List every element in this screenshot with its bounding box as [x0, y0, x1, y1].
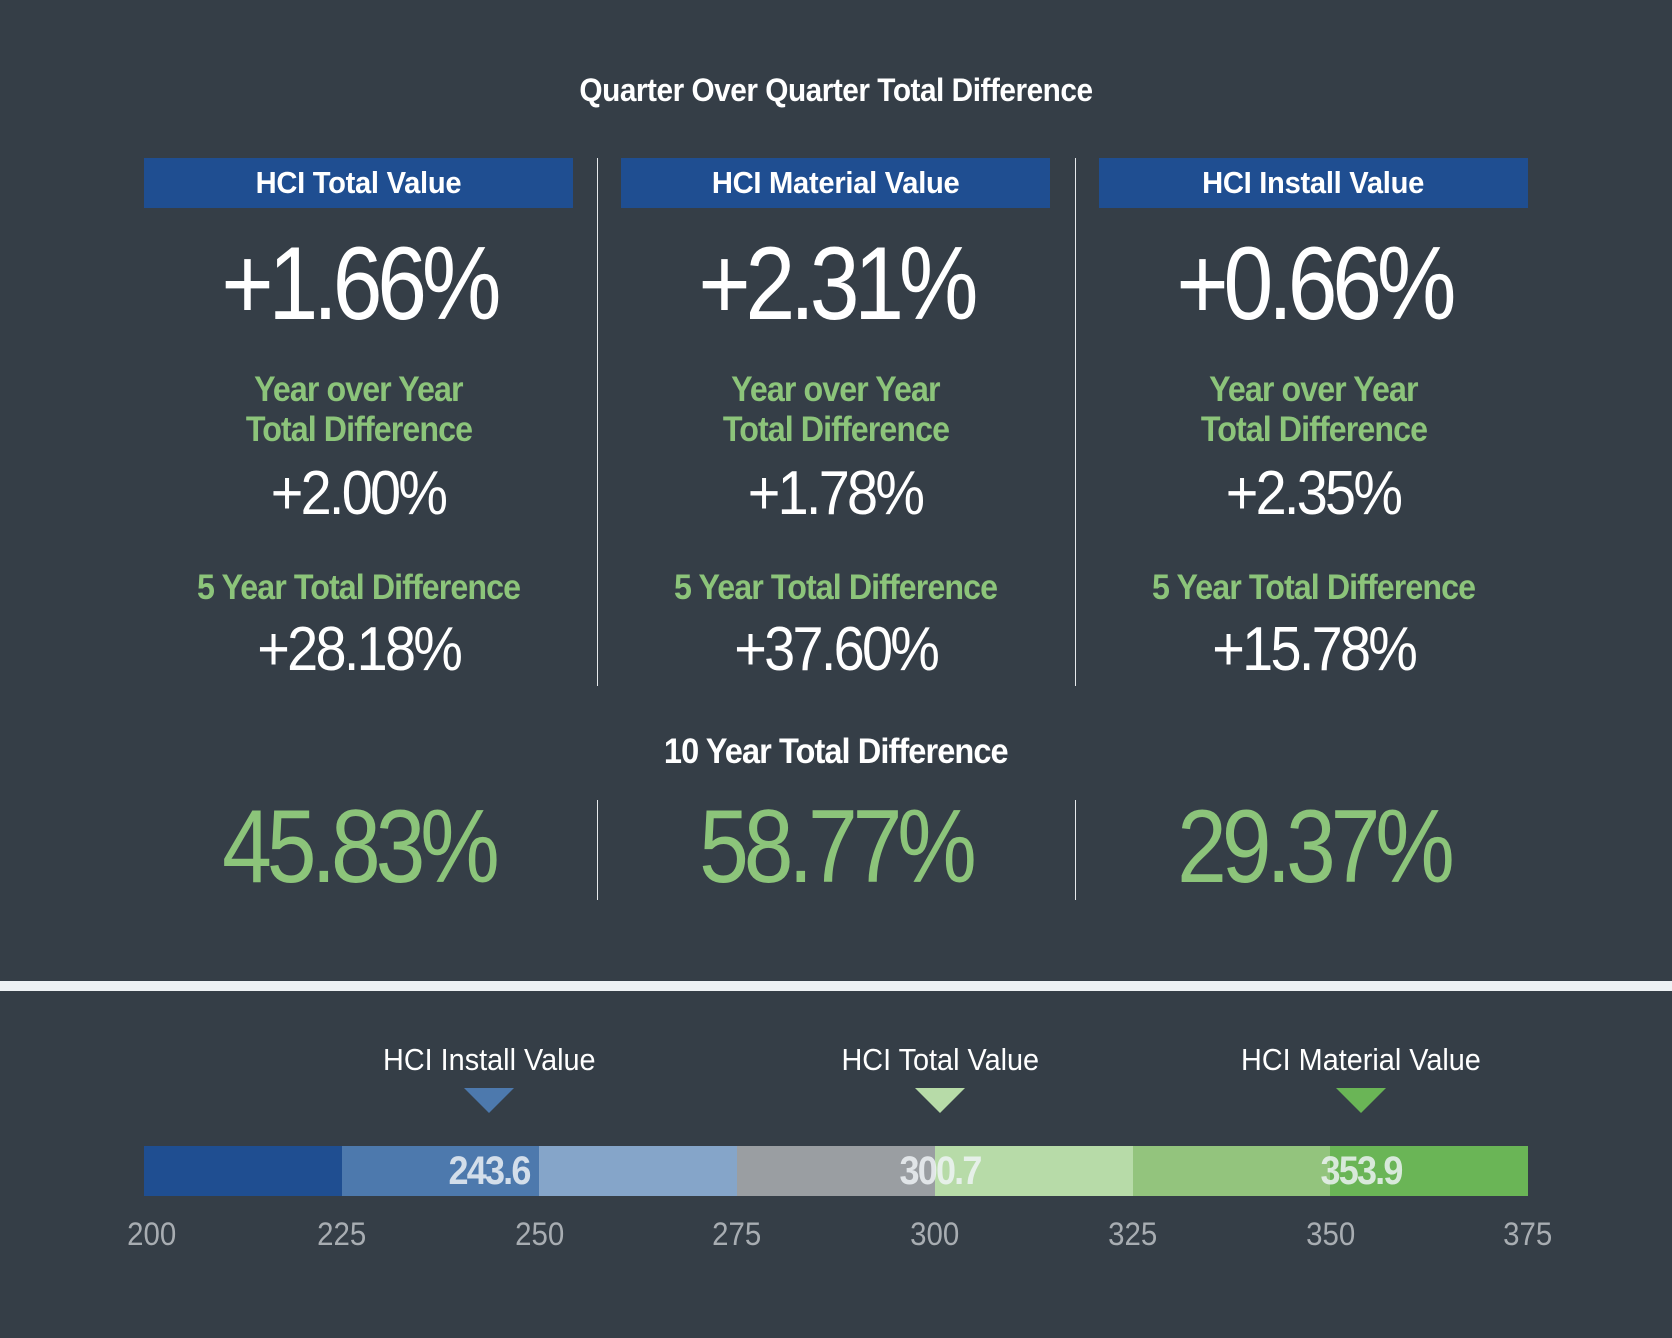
five-year-label: 5 Year Total Difference	[581, 568, 1090, 608]
ten-year-value-install: 29.37%	[1099, 792, 1528, 902]
yoy-label-line1: Year over Year	[731, 370, 940, 409]
five-year-label-text: 5 Year Total Difference	[1151, 568, 1476, 607]
column-divider	[597, 158, 598, 686]
yoy-label-line1: Year over Year	[254, 370, 463, 409]
marker-value-text: 243.6	[448, 1149, 531, 1193]
marker-value-label: 353.9	[1261, 1146, 1461, 1196]
ten-year-value-text: 29.37%	[1177, 789, 1455, 905]
marker-value-text: 353.9	[1320, 1149, 1404, 1193]
scale-segment	[144, 1146, 342, 1196]
column-header-label: HCI Material Value	[711, 165, 960, 200]
tick-label: 250	[489, 1214, 589, 1254]
five-year-value-text: +28.18%	[257, 615, 463, 684]
marker-value-label: 243.6	[389, 1146, 589, 1196]
five-year-value-text: +15.78%	[1212, 615, 1418, 684]
tick-label-text: 350	[1305, 1216, 1355, 1252]
ten-year-value-material: 58.77%	[621, 792, 1050, 902]
scale-segment	[737, 1146, 935, 1196]
qoq-value: +2.31%	[621, 224, 1050, 344]
yoy-label-line2: Total Difference	[722, 410, 949, 449]
scale-segment	[934, 1146, 1133, 1196]
marker-label: HCI Install Value	[339, 1040, 639, 1080]
tick-label: 325	[1083, 1214, 1183, 1254]
marker-triangle-icon	[463, 1088, 514, 1113]
yoy-label: Year over Year	[1059, 370, 1568, 410]
ten-year-divider	[597, 800, 598, 900]
tick-label: 300	[885, 1214, 985, 1254]
column-hci-material: HCI Material Value +2.31% Year over Year…	[621, 158, 1050, 684]
yoy-label: Year over Year	[581, 370, 1090, 410]
ten-year-title-text: 10 Year Total Difference	[664, 732, 1009, 771]
five-year-value: +15.78%	[1099, 614, 1528, 686]
tick-label: 225	[292, 1214, 392, 1254]
column-header-label: HCI Install Value	[1202, 165, 1425, 200]
qoq-value-text: +2.31%	[698, 226, 978, 342]
tick-label-text: 275	[712, 1216, 762, 1252]
yoy-value: +1.78%	[621, 458, 1050, 530]
ten-year-title: 10 Year Total Difference	[0, 732, 1672, 772]
tick-label-text: 225	[317, 1216, 367, 1252]
scale-segment	[341, 1146, 540, 1196]
column-hci-install: HCI Install Value +0.66% Year over Year …	[1099, 158, 1528, 684]
qoq-value: +1.66%	[144, 224, 573, 344]
column-divider	[1075, 158, 1076, 686]
ten-year-value-text: 58.77%	[699, 789, 977, 905]
scale-segment	[1132, 1146, 1331, 1196]
yoy-label: Year over Year	[104, 370, 613, 410]
marker-label: HCI Total Value	[790, 1040, 1090, 1080]
yoy-label-line1: Year over Year	[1209, 370, 1418, 409]
tick-label-text: 325	[1107, 1216, 1158, 1252]
ten-year-divider	[1075, 800, 1076, 900]
five-year-value-text: +37.60%	[734, 615, 940, 684]
yoy-value-text: +1.78%	[748, 459, 925, 528]
marker-label-text: HCI Material Value	[1241, 1042, 1482, 1077]
yoy-value: +2.00%	[144, 458, 573, 530]
column-header: HCI Total Value	[144, 158, 573, 208]
qoq-value-text: +1.66%	[221, 226, 501, 342]
five-year-value: +28.18%	[144, 614, 573, 686]
marker-label-text: HCI Total Value	[841, 1042, 1040, 1077]
scale-segment	[1330, 1146, 1528, 1196]
tick-label: 350	[1280, 1214, 1380, 1254]
five-year-label-text: 5 Year Total Difference	[196, 568, 521, 607]
five-year-label: 5 Year Total Difference	[104, 568, 613, 608]
yoy-label-line2: Total Difference	[245, 410, 472, 449]
tick-label: 375	[1478, 1214, 1578, 1254]
column-header: HCI Install Value	[1099, 158, 1528, 208]
five-year-label-text: 5 Year Total Difference	[673, 568, 998, 607]
page-title: Quarter Over Quarter Total Difference	[579, 72, 1093, 108]
qoq-value: +0.66%	[1099, 224, 1528, 344]
five-year-value: +37.60%	[621, 614, 1050, 686]
marker-label-text: HCI Install Value	[382, 1042, 596, 1077]
five-year-label: 5 Year Total Difference	[1059, 568, 1568, 608]
marker-value-text: 300.7	[899, 1149, 983, 1193]
column-hci-total: HCI Total Value +1.66% Year over Year To…	[144, 158, 573, 684]
yoy-value-text: +2.00%	[271, 459, 448, 528]
column-header: HCI Material Value	[621, 158, 1050, 208]
tick-label: 200	[102, 1214, 202, 1254]
tick-label-text: 200	[127, 1216, 177, 1252]
yoy-value: +2.35%	[1099, 458, 1528, 530]
qoq-value-text: +0.66%	[1176, 226, 1456, 342]
marker-value-label: 300.7	[840, 1146, 1040, 1196]
ten-year-value-text: 45.83%	[222, 789, 500, 905]
yoy-label-line2: Total Difference	[1200, 410, 1427, 449]
tick-label-text: 300	[910, 1216, 960, 1252]
yoy-label: Total Difference	[104, 410, 613, 450]
tick-label-text: 375	[1503, 1216, 1553, 1252]
value-scale-chart: 200 225 250 275 300 325 350 375 HCI Install Valu…	[0, 1000, 1672, 1300]
marker-label: HCI Material Value	[1211, 1040, 1511, 1080]
ten-year-value-total: 45.83%	[144, 792, 573, 902]
yoy-value-text: +2.35%	[1226, 459, 1403, 528]
yoy-label: Total Difference	[581, 410, 1090, 450]
marker-triangle-icon	[1336, 1088, 1387, 1113]
scale-segment	[539, 1146, 738, 1196]
tick-label-text: 250	[514, 1216, 564, 1252]
yoy-label: Total Difference	[1059, 410, 1568, 450]
column-header-label: HCI Total Value	[255, 165, 462, 200]
section-separator	[0, 981, 1672, 991]
tick-label: 275	[687, 1214, 787, 1254]
marker-triangle-icon	[915, 1088, 966, 1113]
